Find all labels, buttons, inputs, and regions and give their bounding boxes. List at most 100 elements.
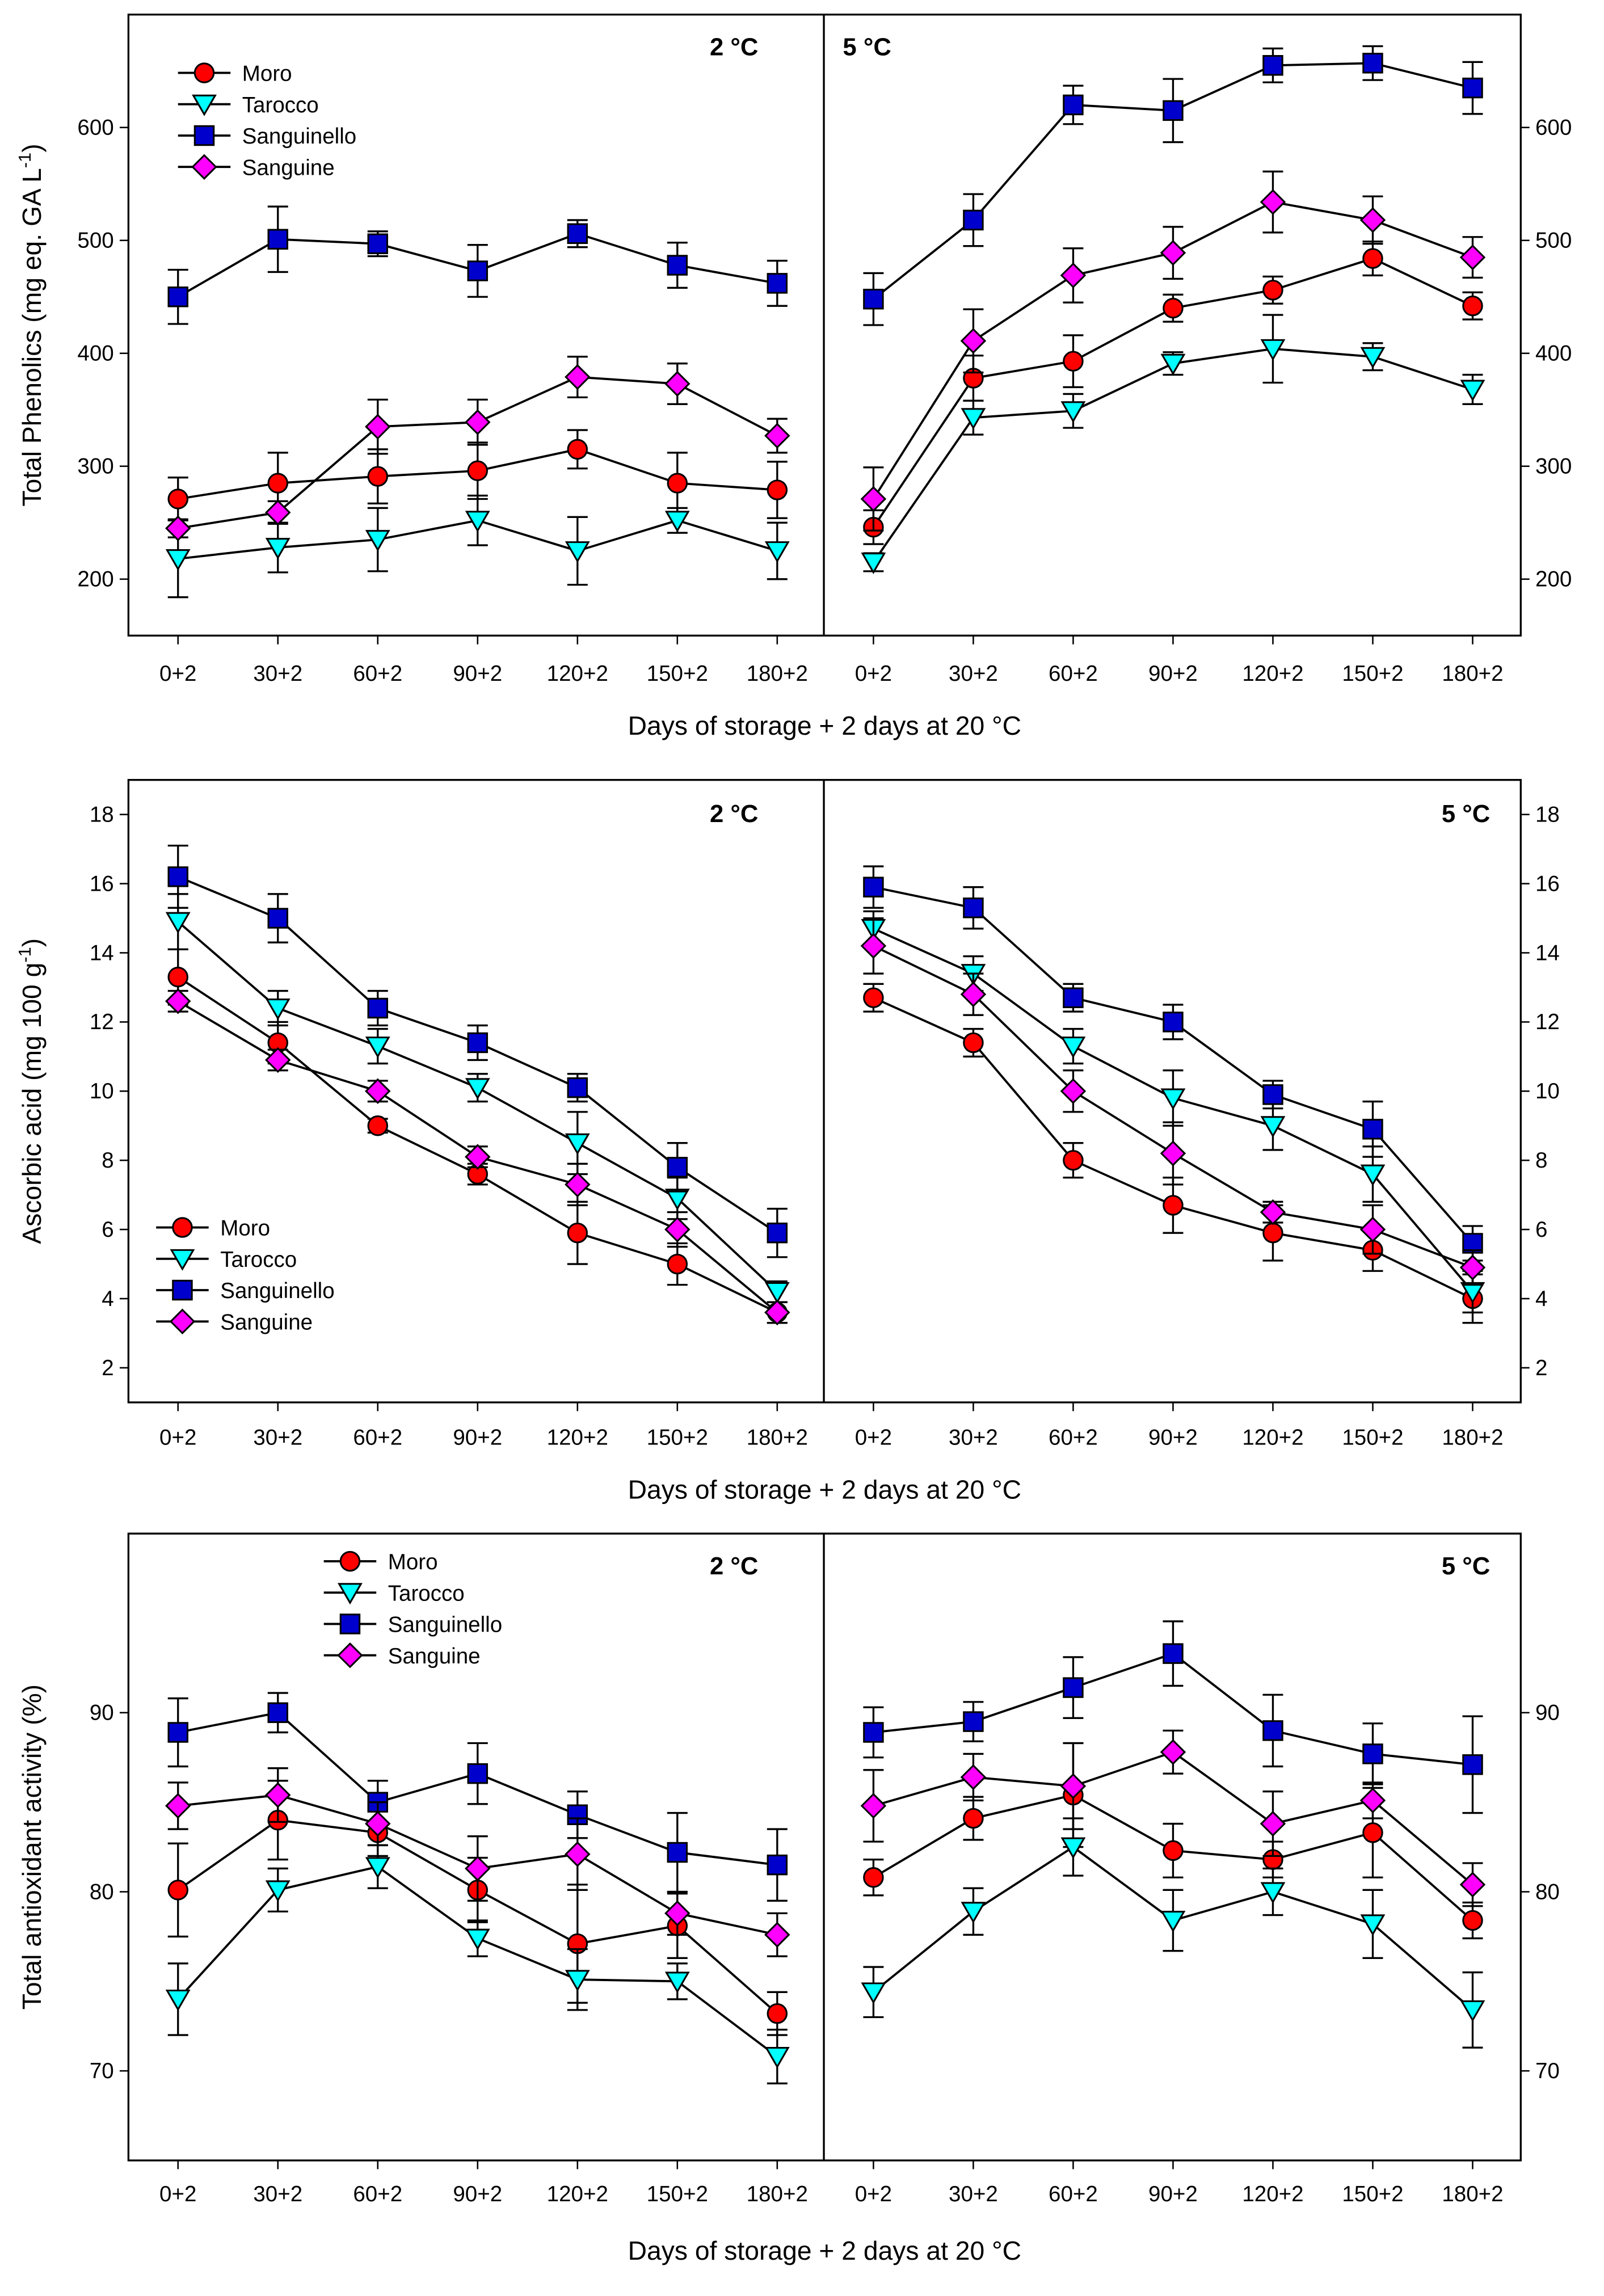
data-point [465, 511, 490, 533]
legend-label: Sanguine [388, 1644, 481, 1669]
series-sanguine [860, 170, 1486, 532]
data-point [167, 287, 188, 307]
legend-label: Sanguinello [220, 1279, 334, 1303]
legend-marker [339, 1551, 361, 1572]
data-point [1460, 2000, 1485, 2022]
data-point [1063, 351, 1084, 372]
series-tarocco [861, 910, 1485, 1314]
x-tick-label: 150+2 [647, 662, 708, 686]
data-point [767, 2003, 788, 2024]
y-tick-label-right: 6 [1535, 1217, 1547, 1242]
y-tick-label-left: 6 [102, 1217, 113, 1242]
x-tick-label: 30+2 [253, 662, 302, 686]
data-point [365, 414, 391, 440]
legend-label: Tarocco [220, 1248, 297, 1272]
legend-marker [193, 62, 215, 83]
y-tick-label-right: 12 [1535, 1010, 1560, 1034]
data-point [167, 1722, 188, 1743]
series-sanguinello [167, 1692, 788, 1902]
data-point [165, 549, 191, 571]
y-tick-label-left: 500 [77, 229, 113, 253]
series-sanguine [860, 1729, 1486, 1907]
y-axis-label-superscript: -1 [15, 153, 35, 168]
data-point [1362, 1822, 1383, 1843]
data-point [365, 1078, 391, 1105]
y-tick-label-right: 4 [1535, 1287, 1547, 1311]
data-point [467, 260, 489, 281]
data-point [265, 538, 291, 560]
data-point [1462, 77, 1483, 99]
y-axis-label-end: ) [17, 938, 47, 947]
data-point [165, 515, 191, 541]
data-point [1362, 1743, 1383, 1764]
data-point [667, 255, 688, 276]
y-tick-label-right: 500 [1535, 229, 1572, 253]
y-tick-label-right: 80 [1535, 1880, 1560, 1904]
temperature-label: 5 °C [843, 33, 891, 61]
x-tick-label: 0+2 [855, 2182, 892, 2206]
y-tick-label-right: 90 [1535, 1701, 1560, 1725]
data-point [1362, 1119, 1383, 1140]
temperature-label: 2 °C [710, 800, 758, 828]
data-point [667, 1253, 688, 1275]
x-tick-label: 60+2 [353, 662, 402, 686]
panel-5C: 0+2 30+2 60+2 90+2 120+2 150+2 180+2 5 °C [855, 800, 1504, 1450]
data-point [1260, 1810, 1286, 1837]
x-tick-label: 180+2 [1442, 662, 1503, 686]
x-tick-label: 30+2 [949, 662, 998, 686]
data-point [664, 511, 690, 533]
x-tick-label: 0+2 [159, 1425, 196, 1450]
y-axis-label-text: Total Phenolics (mg eq. GA L [17, 168, 47, 506]
data-point [1160, 1088, 1186, 1110]
data-point [767, 479, 788, 500]
x-tick-label: 180+2 [1442, 2182, 1503, 2206]
data-point [863, 1867, 884, 1888]
x-tick-label: 0+2 [159, 662, 196, 686]
legend-marker [339, 1613, 361, 1634]
data-point [1160, 1739, 1186, 1766]
temperature-label: 5 °C [1442, 800, 1490, 828]
data-point [167, 966, 188, 988]
x-tick-label: 90+2 [453, 662, 502, 686]
data-point [267, 1702, 288, 1724]
data-point [165, 912, 191, 934]
x-axis-label: Days of storage + 2 days at 20 °C [628, 1475, 1021, 1504]
data-point [667, 1157, 688, 1178]
panel-2C: 0+2 30+2 60+2 90+2 120+2 150+2 180+2 2 °C [159, 800, 808, 1450]
data-point [1260, 1116, 1286, 1138]
data-point [963, 1808, 984, 1829]
y-tick-label-right: 200 [1535, 567, 1572, 592]
data-point [861, 552, 886, 575]
panel-5C: 0+2 30+2 60+2 90+2 120+2 150+2 180+2 5 °C [843, 33, 1503, 686]
data-point [367, 1115, 389, 1136]
legend-label: Tarocco [388, 1581, 465, 1606]
data-point [767, 1854, 788, 1876]
data-point [1060, 1037, 1086, 1059]
data-point [1060, 1837, 1086, 1859]
data-point [1262, 1084, 1283, 1105]
data-point [863, 987, 884, 1008]
data-point [367, 997, 389, 1019]
data-point [267, 229, 288, 250]
data-point [265, 999, 291, 1021]
series-tarocco [165, 893, 790, 1304]
y-tick-label-left: 14 [90, 941, 114, 965]
legend: Moro Tarocco Sanguinello Sanguine [178, 62, 356, 180]
data-point [1360, 347, 1386, 369]
data-point [861, 1982, 886, 2004]
data-point [1260, 1882, 1286, 1904]
y-tick-label-left: 90 [90, 1701, 114, 1725]
temperature-label: 5 °C [1442, 1552, 1490, 1580]
y-tick-label-left: 2 [102, 1356, 113, 1380]
x-tick-label: 90+2 [1148, 662, 1198, 686]
series-tarocco [165, 1844, 790, 2084]
data-point [567, 439, 588, 460]
data-point [764, 1299, 790, 1326]
data-point [565, 1172, 591, 1198]
data-point [767, 273, 788, 294]
legend-marker [193, 125, 215, 146]
panel-2C: 0+2 30+2 60+2 90+2 120+2 150+2 180+2 2 °C [159, 1552, 808, 2206]
y-axis-label: Total antioxidant activity (%) [17, 1684, 47, 2009]
data-point [764, 1922, 790, 1948]
